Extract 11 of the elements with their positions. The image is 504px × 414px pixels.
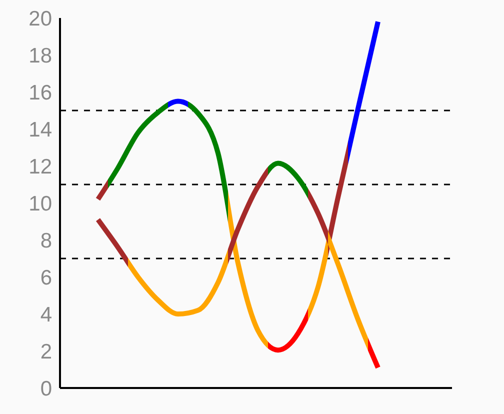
y-tick-label: 4 (40, 303, 52, 326)
y-tick-label: 6 (40, 266, 52, 290)
y-tick-label: 8 (40, 229, 52, 252)
y-tick-label: 18 (28, 44, 52, 68)
y-tick-label: 14 (28, 118, 52, 142)
y-tick-label: 16 (28, 81, 52, 104)
y-tick-label: 0 (40, 377, 52, 400)
y-tick-label: 20 (28, 7, 52, 30)
y-tick-label: 12 (28, 155, 52, 178)
y-tick-label: 2 (40, 340, 52, 364)
y-tick-label: 10 (28, 192, 52, 216)
